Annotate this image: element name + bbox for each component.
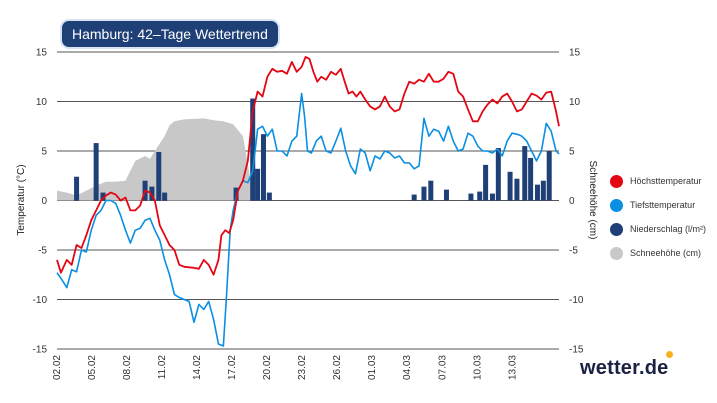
chart-title: Hamburg: 42–Tage Wettertrend — [62, 21, 278, 47]
precipitation-bar — [468, 193, 474, 201]
precipitation-bar — [266, 192, 272, 201]
precipitation-bar — [495, 148, 501, 201]
x-tick-label: 17.02 — [227, 355, 238, 380]
brand-logo[interactable]: wetter.de — [580, 357, 669, 379]
x-tick-label: 26.02 — [332, 355, 343, 380]
y-axis-title: Temperatur (°C) — [16, 164, 27, 235]
precipitation-bar — [483, 164, 489, 201]
legend-item-max-temp[interactable]: Höchsttemperatur — [610, 175, 706, 188]
y-tick-label: 15 — [36, 48, 48, 59]
precipitation-bar — [156, 151, 162, 201]
max-temp-line — [56, 56, 560, 276]
x-tick-label: 02.02 — [52, 355, 63, 380]
x-tick-label: 10.03 — [472, 355, 483, 380]
x-tick-label: 14.02 — [192, 355, 203, 380]
x-tick-label: 01.03 — [367, 355, 378, 380]
x-tick-label: 23.02 — [297, 355, 308, 380]
precipitation-bar — [507, 171, 513, 201]
y-tick-label: -5 — [38, 246, 47, 257]
min-temp-line — [56, 92, 560, 347]
precipitation-bar — [477, 191, 483, 201]
precipitation-bar — [93, 143, 99, 201]
x-tick-label: 07.03 — [437, 355, 448, 380]
y2-tick-label: -10 — [569, 295, 584, 306]
y2-tick-label: 0 — [569, 196, 575, 207]
precipitation-bar — [534, 184, 540, 201]
precipitation-bar — [443, 189, 449, 201]
precipitation-bar — [149, 186, 155, 201]
precipitation-bar — [489, 193, 495, 201]
x-tick-label: 08.02 — [122, 355, 133, 380]
x-tick-label: 05.02 — [87, 355, 98, 380]
legend-swatch-precipitation — [610, 223, 623, 236]
precipitation-bar — [233, 187, 239, 201]
legend-label: Höchsttemperatur — [630, 176, 702, 186]
precipitation-bar — [421, 186, 427, 201]
precipitation-bar — [74, 176, 80, 201]
sun-icon — [666, 351, 673, 358]
precipitation-bar — [528, 157, 534, 201]
legend-swatch-min-temp — [610, 199, 623, 212]
precipitation-bar — [540, 180, 546, 201]
legend-item-snow-depth[interactable]: Schneehöhe (cm) — [610, 247, 706, 260]
legend-swatch-snow-depth — [610, 247, 623, 260]
y-tick-label: 0 — [41, 196, 47, 207]
precipitation-bar — [514, 178, 520, 201]
legend: Höchsttemperatur Tiefsttemperatur Nieder… — [610, 175, 706, 271]
legend-label: Schneehöhe (cm) — [630, 248, 702, 258]
legend-label: Niederschlag (l/m²) — [630, 224, 707, 234]
precipitation-bar — [260, 134, 266, 201]
legend-label: Tiefsttemperatur — [630, 200, 696, 210]
y2-tick-label: 10 — [569, 97, 581, 108]
y-tick-label: 10 — [36, 97, 48, 108]
y-tick-label: -15 — [33, 345, 48, 356]
precipitation-bar — [411, 194, 417, 201]
x-tick-label: 13.03 — [507, 355, 518, 380]
legend-item-precipitation[interactable]: Niederschlag (l/m²) — [610, 223, 706, 236]
legend-item-min-temp[interactable]: Tiefsttemperatur — [610, 199, 706, 212]
precipitation-bar — [428, 180, 434, 201]
precipitation-bar — [255, 168, 261, 201]
y2-tick-label: -5 — [569, 246, 578, 257]
x-tick-label: 20.02 — [262, 355, 273, 380]
y-tick-label: -10 — [33, 295, 48, 306]
y2-tick-label: 15 — [569, 48, 581, 59]
y2-tick-label: 5 — [569, 147, 575, 158]
precipitation-bar — [162, 192, 168, 201]
x-tick-label: 11.02 — [157, 355, 168, 380]
y2-tick-label: -15 — [569, 345, 584, 356]
y-tick-label: 5 — [41, 147, 47, 158]
precipitation-bar — [250, 98, 256, 201]
precipitation-bar — [100, 192, 106, 201]
precipitation-bar — [522, 146, 528, 201]
y2-axis-title: Schneehöhe (cm) — [587, 161, 598, 240]
x-tick-label: 04.03 — [402, 355, 413, 380]
precipitation-bar — [546, 151, 552, 201]
legend-swatch-max-temp — [610, 175, 623, 188]
